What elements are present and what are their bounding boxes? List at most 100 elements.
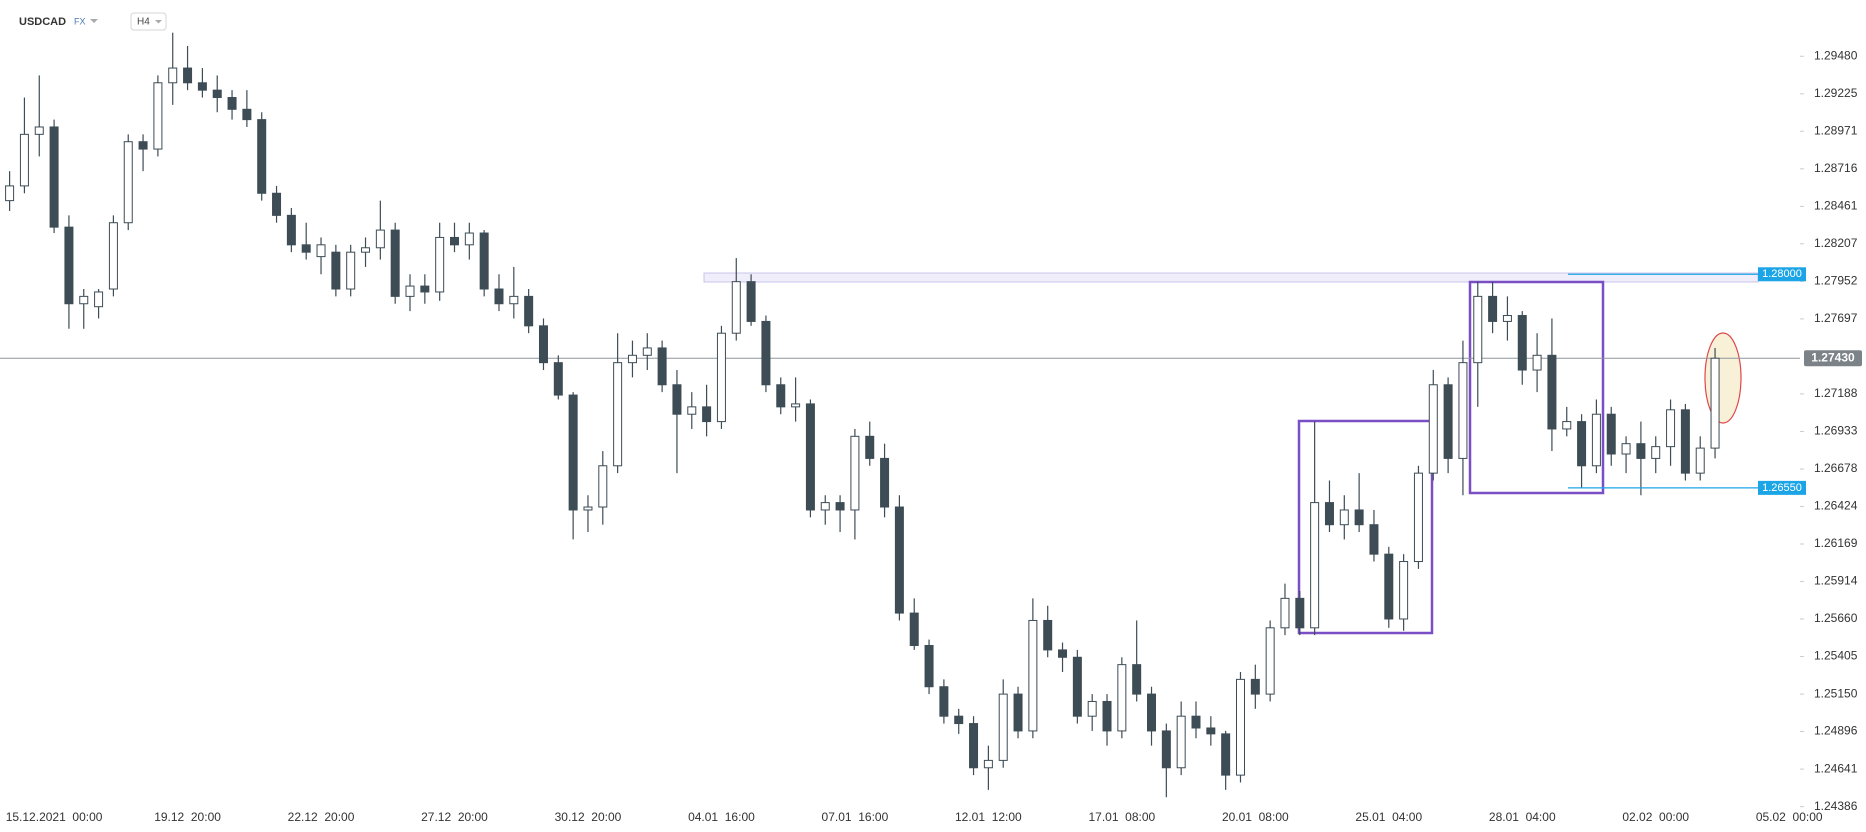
candle-body xyxy=(1666,409,1676,448)
candle-body xyxy=(1710,357,1720,449)
y-tick-label: 1.24386 xyxy=(1814,799,1858,813)
candle-body xyxy=(34,126,44,135)
y-tick-label: 1.25914 xyxy=(1814,574,1858,588)
candle-body xyxy=(939,686,949,717)
last-price-label: 1.27430 xyxy=(1811,350,1855,364)
level-label: 1.26550 xyxy=(1762,482,1802,494)
candle-body xyxy=(1621,443,1631,455)
y-tick-label: 1.26933 xyxy=(1814,424,1858,438)
consolidation-box xyxy=(1468,280,1605,495)
x-tick-label: 28.01 04:00 xyxy=(1489,810,1556,824)
candle-body xyxy=(731,281,741,334)
candle-body xyxy=(820,502,830,511)
x-tick-label: 12.01 12:00 xyxy=(955,810,1022,824)
y-tick-label: 1.28461 xyxy=(1814,199,1858,213)
candle-body xyxy=(1132,664,1142,695)
y-tick-label: 1.24896 xyxy=(1814,724,1858,738)
candle-body xyxy=(212,89,222,99)
candle-body xyxy=(805,403,815,511)
candle-body xyxy=(1680,409,1690,474)
candle-body xyxy=(1072,656,1082,717)
y-tick-label: 1.25660 xyxy=(1814,611,1858,625)
candle-body xyxy=(642,347,652,356)
candle-body xyxy=(1280,597,1290,629)
candle-body xyxy=(79,295,89,305)
candle-body xyxy=(168,67,178,84)
dropdown-arrow[interactable] xyxy=(90,19,98,23)
candle-body xyxy=(776,384,786,408)
level-label-box xyxy=(1758,267,1806,282)
candle-body xyxy=(49,126,59,228)
candle-body xyxy=(1339,509,1349,526)
candle-body xyxy=(1473,295,1483,364)
candle-body xyxy=(1250,678,1260,695)
candle-body xyxy=(1161,730,1171,769)
candle-body xyxy=(702,406,712,423)
y-tick-label: 1.26424 xyxy=(1814,499,1858,513)
candle-body xyxy=(405,285,415,297)
y-tick-label: 1.29225 xyxy=(1814,86,1858,100)
candle-body xyxy=(242,108,252,121)
candle-body xyxy=(998,693,1008,761)
candle-body xyxy=(524,295,534,327)
candle-body xyxy=(835,502,845,511)
candle-body xyxy=(613,362,623,467)
candle-body xyxy=(969,723,979,769)
candle-body xyxy=(687,406,697,415)
candle-body xyxy=(272,192,282,216)
x-tick-label: 05.02 00:00 xyxy=(1756,810,1823,824)
y-tick-label: 1.26169 xyxy=(1814,536,1858,550)
candle-body xyxy=(568,394,578,511)
candle-body xyxy=(316,244,326,258)
symbol[interactable]: USDCAD xyxy=(19,16,66,28)
candle-body xyxy=(538,325,548,364)
highlight-ellipse xyxy=(1704,332,1742,424)
candle-body xyxy=(138,141,148,150)
candle-body xyxy=(19,133,29,187)
x-tick-label: 15.12.2021 00:00 xyxy=(6,810,103,824)
candle-body xyxy=(1147,693,1157,732)
candle-body xyxy=(1087,700,1097,717)
candle-body xyxy=(183,67,193,84)
candle-body xyxy=(1399,561,1409,620)
candle-body xyxy=(1324,502,1334,526)
candle-body xyxy=(880,457,890,508)
candle-body xyxy=(1265,627,1275,695)
timeframe-button[interactable] xyxy=(130,12,167,31)
candle-body xyxy=(1591,413,1601,467)
y-tick-label: 1.28971 xyxy=(1814,123,1858,137)
market: FX xyxy=(74,16,86,26)
candle-body xyxy=(791,403,801,408)
candle-body xyxy=(1176,715,1186,769)
y-tick-label: 1.27697 xyxy=(1814,311,1858,325)
candle-body xyxy=(1636,443,1646,459)
y-tick-label: 1.28716 xyxy=(1814,161,1858,175)
candle-body xyxy=(1235,678,1245,776)
y-tick-label: 1.25405 xyxy=(1814,649,1858,663)
candle-body xyxy=(627,354,637,364)
candle-body xyxy=(1206,727,1216,735)
candle-body xyxy=(657,347,667,386)
candle-body xyxy=(909,612,919,646)
candle-body xyxy=(331,251,341,290)
candle-body xyxy=(464,232,474,246)
candle-body xyxy=(1547,354,1557,430)
candle-body xyxy=(1695,447,1705,474)
candle-body xyxy=(1577,421,1587,467)
consolidation-box xyxy=(1297,419,1434,635)
candle-body xyxy=(390,229,400,297)
candle-body xyxy=(598,465,608,508)
candle-body xyxy=(1606,413,1616,455)
timeframe[interactable]: H4 xyxy=(137,17,150,28)
candle-body xyxy=(1532,354,1542,371)
dropdown-arrow[interactable] xyxy=(155,20,162,24)
candle-body xyxy=(153,82,163,150)
y-tick-label: 1.27952 xyxy=(1814,274,1858,288)
candle-body xyxy=(301,244,311,253)
candle-body xyxy=(894,506,904,614)
candle-body xyxy=(94,291,104,308)
candle-body xyxy=(1354,509,1364,526)
plot-area xyxy=(0,32,1804,808)
candle-body xyxy=(1562,421,1572,430)
